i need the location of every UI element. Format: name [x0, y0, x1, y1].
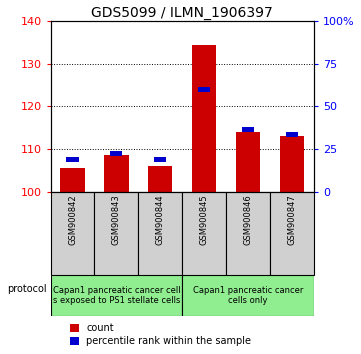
Text: GSM900846: GSM900846	[244, 194, 253, 245]
Text: GSM900843: GSM900843	[112, 194, 121, 245]
Bar	[95, 192, 138, 275]
Bar	[51, 275, 182, 316]
Bar	[286, 131, 298, 137]
Bar	[182, 192, 226, 275]
Text: GSM900845: GSM900845	[200, 194, 209, 245]
Text: Capan1 pancreatic cancer cell
s exposed to PS1 stellate cells: Capan1 pancreatic cancer cell s exposed …	[53, 286, 180, 305]
Bar	[242, 127, 254, 132]
Bar	[154, 157, 166, 162]
Bar	[138, 192, 182, 275]
Bar	[182, 275, 314, 316]
Bar	[226, 192, 270, 275]
Text: Capan1 pancreatic cancer
cells only: Capan1 pancreatic cancer cells only	[193, 286, 303, 305]
Bar	[51, 192, 95, 275]
Bar	[192, 45, 216, 192]
Legend: count, percentile rank within the sample: count, percentile rank within the sample	[66, 320, 255, 350]
Bar	[236, 132, 260, 192]
Bar	[66, 157, 79, 162]
Text: GSM900844: GSM900844	[156, 194, 165, 245]
Bar	[198, 87, 210, 92]
Bar	[60, 168, 84, 192]
Bar	[280, 136, 304, 192]
Text: GSM900842: GSM900842	[68, 194, 77, 245]
Text: GSM900847: GSM900847	[288, 194, 297, 245]
Bar	[270, 192, 314, 275]
Bar	[148, 166, 173, 192]
Bar	[110, 151, 122, 156]
Bar	[104, 155, 129, 192]
Title: GDS5099 / ILMN_1906397: GDS5099 / ILMN_1906397	[91, 6, 273, 20]
Text: protocol: protocol	[7, 284, 47, 293]
